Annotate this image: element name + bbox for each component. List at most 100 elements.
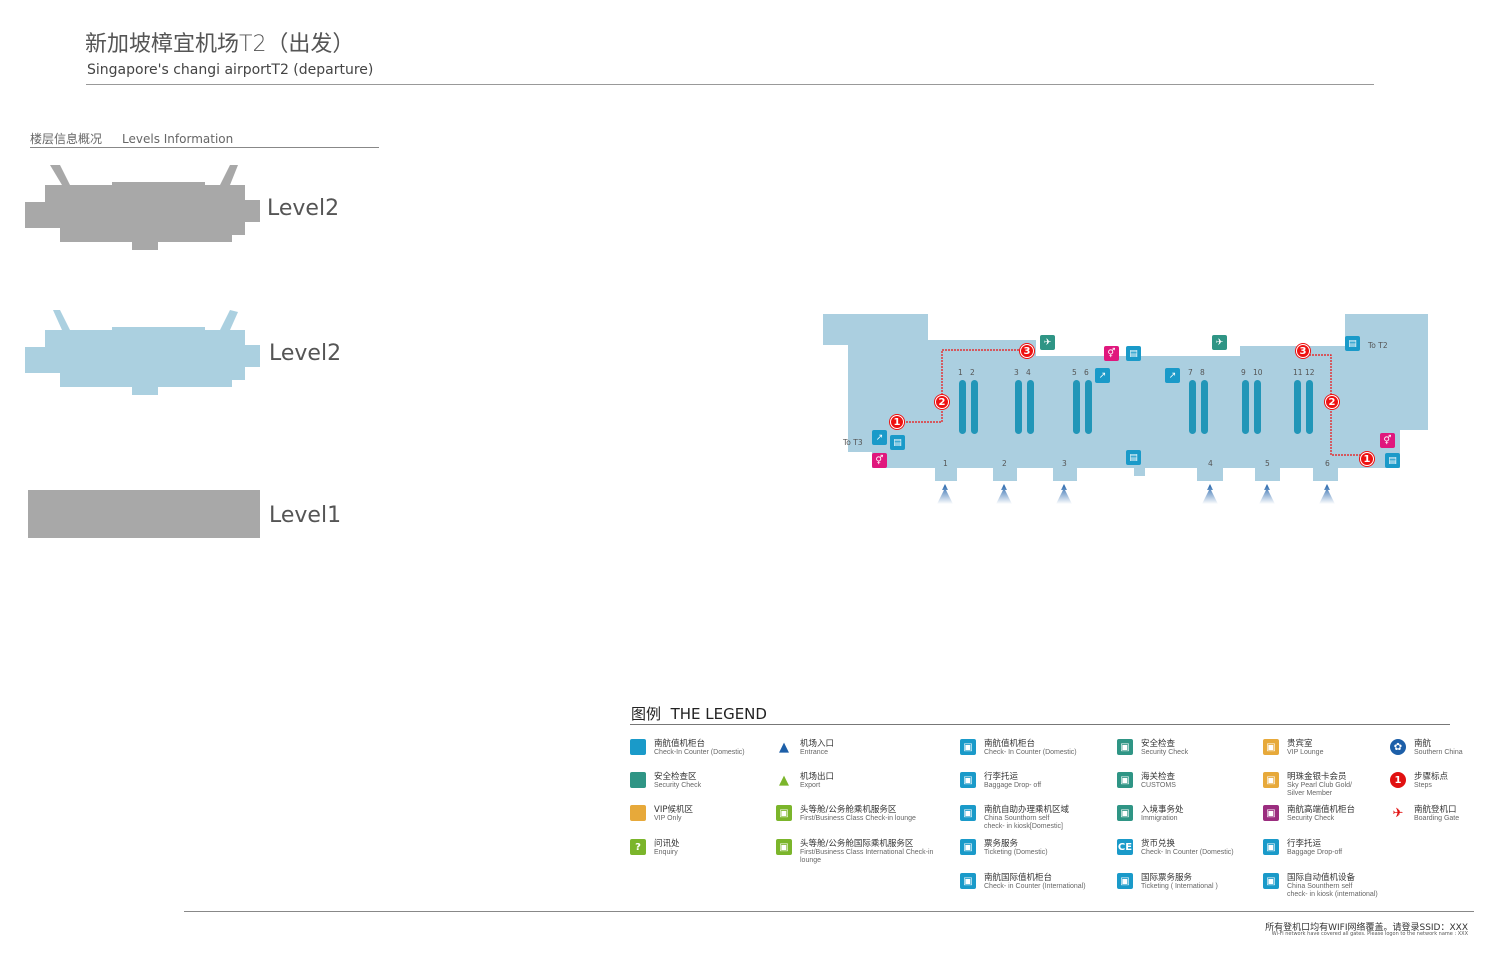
ticketing-icon: ▣ bbox=[960, 839, 976, 855]
check-in-counter[interactable] bbox=[1201, 380, 1208, 434]
legend-label-cn: 机场出口 bbox=[800, 772, 835, 782]
step-marker-2: 2 bbox=[1325, 395, 1339, 409]
entrance-arrow-icon bbox=[1054, 484, 1074, 506]
level-2-silhouette bbox=[25, 310, 260, 395]
counter-number: 3 bbox=[1014, 368, 1019, 377]
legend-label-cn: 安全检查 bbox=[1141, 739, 1176, 749]
entrance-arrow-icon: ▲ bbox=[779, 739, 789, 755]
counter-number: 6 bbox=[1084, 368, 1089, 377]
escalator-icon[interactable]: ↗ bbox=[1095, 368, 1110, 383]
step-marker-2: 2 bbox=[935, 395, 949, 409]
airplane-icon: ✈ bbox=[1392, 805, 1404, 821]
legend-label-en: Silver Member bbox=[1287, 790, 1333, 797]
levels-heading-cn: 楼层信息概况 bbox=[30, 132, 103, 146]
entrance-arrow-icon bbox=[1317, 484, 1337, 506]
gate-number: 5 bbox=[1265, 459, 1270, 468]
level-1-silhouette[interactable] bbox=[28, 490, 260, 538]
level-2-upper[interactable] bbox=[25, 160, 265, 259]
legend-item: ▣ 头等舱/公务舱乘机服务区 First/Business Class Check-… bbox=[776, 805, 916, 823]
counter-number: 4 bbox=[1026, 368, 1031, 377]
restroom-icon[interactable]: ⚥ bbox=[1380, 433, 1395, 448]
legend-label-cn: 南航高端值机柜台 bbox=[1287, 805, 1356, 815]
legend-item: ▣ 南航高端值机柜台 Security Check bbox=[1263, 805, 1355, 823]
legend-label-en: Security Check bbox=[1287, 815, 1335, 822]
legend-item: ? 问讯处 Enquiry bbox=[630, 839, 680, 857]
check-in-counter[interactable] bbox=[1085, 380, 1092, 434]
check-in-counter[interactable] bbox=[1306, 380, 1313, 434]
legend-item: ▣ 贵宾室 VIP Lounge bbox=[1263, 739, 1323, 757]
legend-label-cn: 票务服务 bbox=[984, 839, 1019, 849]
check-in-counter[interactable] bbox=[959, 380, 966, 434]
legend-label-cn: 南航国际值机柜台 bbox=[984, 873, 1053, 883]
counter-number: 2 bbox=[970, 368, 975, 377]
check-in-counter[interactable] bbox=[1015, 380, 1022, 434]
legend-label-cn: 安全检查区 bbox=[654, 772, 697, 782]
legend-label-cn: 南航 bbox=[1414, 739, 1432, 749]
legend-item: ▣ 南航国际值机柜台 Check- in Counter (Internationa… bbox=[960, 873, 1086, 891]
escalator-icon[interactable]: ↗ bbox=[872, 430, 887, 445]
legend-label-en: Ticketing (Domestic) bbox=[984, 849, 1048, 856]
intl-kiosk-icon: ▣ bbox=[1263, 873, 1279, 889]
level-2-selected-label[interactable]: Level2 bbox=[269, 341, 342, 366]
legend-label-en: Ticketing ( International ) bbox=[1141, 883, 1218, 890]
check-in-counter[interactable] bbox=[1073, 380, 1080, 434]
legend-title: 图例 THE LEGEND bbox=[631, 703, 767, 724]
blue-square bbox=[630, 739, 646, 755]
legend-label-en: Baggage Drop- off bbox=[984, 782, 1042, 789]
entrance-arrow-icon bbox=[994, 484, 1014, 506]
levels-heading: 楼层信息概况 Levels Information bbox=[30, 130, 233, 147]
legend-item: ▣ 头等舱/公务舱国际乘机服务区 First/Business Class Inte… bbox=[776, 839, 955, 865]
check-in-counter[interactable] bbox=[1189, 380, 1196, 434]
orange-square bbox=[630, 805, 646, 821]
legend-label-en: Steps bbox=[1414, 782, 1432, 789]
check-in-counter[interactable] bbox=[1027, 380, 1034, 434]
legend-label-en: check- in kiosk[Domestic] bbox=[984, 823, 1063, 830]
counter-number: 11 bbox=[1293, 368, 1303, 377]
security-gate-icon: ▣ bbox=[1117, 739, 1133, 755]
first-class-lounge-icon: ▣ bbox=[776, 805, 792, 821]
check-in-counter[interactable] bbox=[1242, 380, 1249, 434]
step-marker-icon: 1 bbox=[1390, 772, 1406, 788]
check-in-counter[interactable] bbox=[1294, 380, 1301, 434]
elevator-icon[interactable]: ▤ bbox=[890, 435, 905, 450]
legend-item: ▣ 票务服务 Ticketing (Domestic) bbox=[960, 839, 1048, 857]
escalator-icon[interactable]: ↗ bbox=[1165, 368, 1180, 383]
to-t3-label[interactable]: To T3 bbox=[843, 438, 863, 447]
counter-number: 1 bbox=[958, 368, 963, 377]
gate-number: 6 bbox=[1325, 459, 1330, 468]
customs-icon[interactable]: ✈ bbox=[1212, 335, 1227, 350]
levels-heading-en: Levels Information bbox=[122, 132, 234, 146]
customs-icon[interactable]: ✈ bbox=[1040, 335, 1055, 350]
elevator-icon[interactable]: ▤ bbox=[1126, 450, 1141, 465]
elevator-icon[interactable]: ▤ bbox=[1385, 453, 1400, 468]
restroom-icon[interactable]: ⚥ bbox=[1104, 346, 1119, 361]
elevator-icon[interactable]: ▤ bbox=[1345, 336, 1360, 351]
counter-number: 10 bbox=[1253, 368, 1263, 377]
legend-label-cn: 行李托运 bbox=[1287, 839, 1322, 849]
level-1-label[interactable]: Level1 bbox=[269, 503, 342, 528]
restroom-icon[interactable]: ⚥ bbox=[872, 453, 887, 468]
step-marker-1: 1 bbox=[890, 415, 904, 429]
check-in-counter[interactable] bbox=[1254, 380, 1261, 434]
wifi-notice-cn: 所有登机口均有WIFI网络覆盖。请登录SSID：XXX bbox=[1265, 923, 1468, 933]
elevator-icon[interactable]: ▤ bbox=[1126, 346, 1141, 361]
legend-item: 南航值机柜台 Check-In Counter (Domestic) bbox=[630, 739, 745, 757]
legend-label-cn: 货币兑换 bbox=[1141, 839, 1176, 849]
legend-label-en: Check-In Counter (Domestic) bbox=[654, 749, 745, 756]
legend-item: ▣ 国际自动值机设备 China Sounthern self check- in k… bbox=[1263, 873, 1378, 899]
legend-label-en: Security Check bbox=[654, 782, 702, 789]
legend-label-cn: 入境事务处 bbox=[1141, 805, 1184, 815]
premium-check-in-icon: ▣ bbox=[1263, 805, 1279, 821]
level-2-upper-label[interactable]: Level2 bbox=[267, 196, 340, 221]
legend-label-cn: 机场入口 bbox=[800, 739, 835, 749]
legend-label-cn: 南航自助办理乘机区域 bbox=[984, 805, 1070, 815]
to-t2-label[interactable]: To T2 bbox=[1368, 341, 1388, 350]
entrance-arrow-icon bbox=[1200, 484, 1220, 506]
legend-label-en: China Sounthern self bbox=[1287, 883, 1353, 890]
customs-icon: ▣ bbox=[1117, 772, 1133, 788]
level-2-selected[interactable] bbox=[25, 305, 265, 404]
counter-number: 9 bbox=[1241, 368, 1246, 377]
check-in-counter[interactable] bbox=[971, 380, 978, 434]
legend-label-cn: 步骤标点 bbox=[1414, 772, 1449, 782]
baggage-icon: ▣ bbox=[960, 772, 976, 788]
